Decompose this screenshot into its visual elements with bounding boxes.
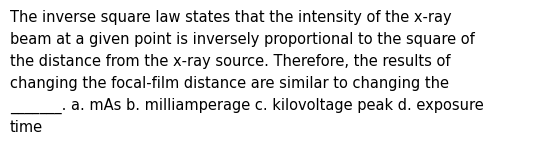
Text: beam at a given point is inversely proportional to the square of: beam at a given point is inversely propo… xyxy=(10,32,475,47)
Text: The inverse square law states that the intensity of the x-ray: The inverse square law states that the i… xyxy=(10,10,451,25)
Text: changing the focal-film distance are similar to changing the: changing the focal-film distance are sim… xyxy=(10,76,449,91)
Text: time: time xyxy=(10,120,43,135)
Text: _______. a. mAs b. milliamperage c. kilovoltage peak d. exposure: _______. a. mAs b. milliamperage c. kilo… xyxy=(10,98,484,114)
Text: the distance from the x-ray source. Therefore, the results of: the distance from the x-ray source. Ther… xyxy=(10,54,450,69)
